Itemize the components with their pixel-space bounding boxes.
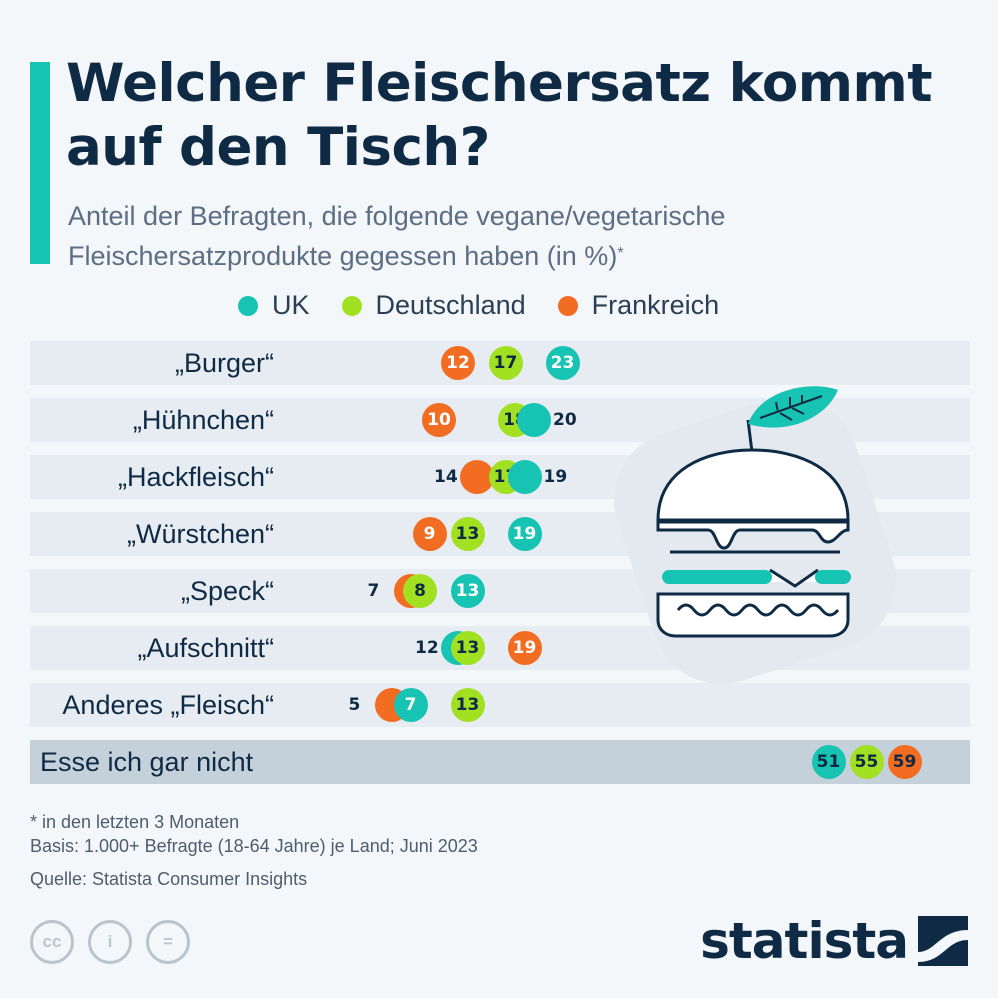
data-label-uk: 19 (543, 467, 568, 487)
category-label: „Burger“ (174, 348, 274, 378)
data-label-uk: 7 (404, 695, 417, 715)
subtitle-text: Anteil der Befragten, die folgende vegan… (68, 201, 726, 271)
no-derivatives-icon[interactable]: = (146, 920, 190, 964)
data-label-uk: 19 (512, 524, 537, 544)
patty-left (662, 570, 772, 584)
accent-bar (30, 62, 50, 264)
legend-label: Frankreich (591, 290, 720, 320)
data-point-de: 8 (403, 574, 437, 608)
basis-note: Basis: 1.000+ Befragte (18-64 Jahre) je … (30, 836, 478, 856)
cheese-layer (656, 520, 850, 550)
attribution-icon[interactable]: i (88, 920, 132, 964)
page-title: Welcher Fleischersatz kommt auf den Tisc… (66, 53, 933, 178)
data-point-de: 13 (450, 688, 485, 722)
data-point-fr: 59 (887, 745, 922, 779)
illustration-background (614, 395, 896, 685)
data-label-uk: 23 (550, 353, 575, 373)
data-label-de: 8 (414, 581, 426, 601)
data-point-uk (517, 403, 551, 437)
subtitle-footnote-mark: * (617, 245, 624, 262)
legend-item-1: Deutschland (341, 290, 526, 321)
bun-bottom (656, 592, 850, 638)
chart-row-background (30, 683, 970, 727)
legend-label: UK (272, 290, 310, 320)
data-label-uk: 51 (816, 752, 841, 772)
category-label: „Speck“ (180, 576, 274, 606)
data-label-fr: 19 (512, 638, 537, 658)
creative-commons-icon[interactable]: cc (30, 920, 74, 964)
data-point-de: 17 (488, 346, 523, 380)
data-label-fr: 14 (434, 467, 458, 487)
data-point-de: 55 (849, 745, 884, 779)
legend-dot-icon (341, 295, 362, 316)
data-point-fr: 12 (441, 346, 475, 380)
legend-item-0: UK (238, 290, 310, 321)
legend-label: Deutschland (375, 290, 526, 320)
data-point-uk: 23 (545, 346, 580, 380)
data-label-fr: 9 (423, 524, 436, 544)
data-point-fr: 10 (422, 403, 456, 437)
patty-right (815, 570, 851, 584)
data-label-de: 13 (455, 524, 480, 544)
data-label-uk: 13 (455, 581, 480, 601)
data-point-de: 13 (450, 517, 485, 551)
data-point-uk: 19 (507, 517, 542, 551)
leaf-stem (746, 419, 754, 453)
data-point-fr (460, 460, 494, 494)
data-point-uk: 51 (811, 745, 846, 779)
data-label-de: 13 (455, 695, 480, 715)
data-label-uk: 20 (553, 410, 577, 430)
category-label: Esse ich gar nicht (40, 747, 254, 777)
legend-item-2: Frankreich (557, 290, 720, 321)
data-label-fr: 7 (367, 581, 380, 601)
legend-dot-icon (238, 295, 258, 316)
legend-dot-icon (557, 295, 578, 316)
subtitle: Anteil der Befragten, die folgende vegan… (68, 196, 948, 276)
data-label-de: 13 (455, 638, 480, 658)
footnote: * in den letzten 3 Monaten (30, 812, 240, 832)
category-label: Anderes „Fleisch“ (62, 690, 274, 720)
bun-top (656, 448, 850, 522)
data-point-uk (507, 460, 542, 494)
data-label-fr: 10 (427, 410, 451, 430)
logo-mark-icon (918, 916, 968, 966)
data-point-fr: 9 (412, 517, 447, 551)
source-note: Quelle: Statista Consumer Insights (30, 869, 308, 889)
data-label-de: 17 (493, 353, 518, 373)
category-label: „Hühnchen“ (132, 405, 274, 435)
legend: UK Deutschland Frankreich (238, 290, 751, 321)
data-point-uk: 13 (450, 574, 485, 608)
category-label: „Würstchen“ (126, 519, 274, 549)
statista-logo[interactable]: statista (700, 912, 968, 970)
data-point-uk: 7 (393, 688, 428, 722)
data-label-de: 55 (854, 752, 879, 772)
category-label: „Aufschnitt“ (137, 633, 274, 663)
license-icons: cc i = (30, 920, 204, 964)
data-label-fr: 12 (446, 353, 470, 373)
data-label-fr: 5 (348, 695, 361, 715)
data-label-uk: 12 (415, 638, 439, 658)
data-label-fr: 59 (892, 752, 917, 772)
category-label: „Hackfleisch“ (117, 462, 274, 492)
data-point-de: 13 (450, 631, 485, 665)
logo-text: statista (700, 912, 909, 970)
burger-illustration (614, 386, 896, 685)
data-point-fr: 19 (507, 631, 542, 665)
